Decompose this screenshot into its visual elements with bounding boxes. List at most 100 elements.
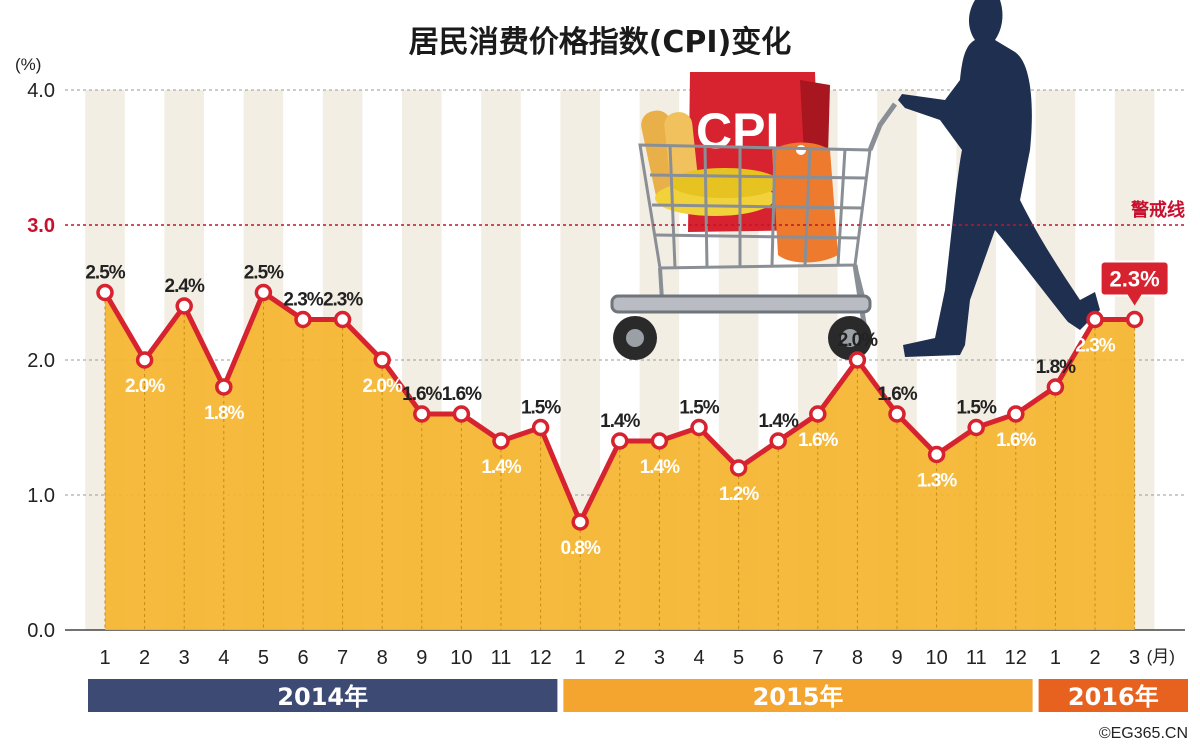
data-label: 2.5% xyxy=(85,263,125,284)
y-axis: 0.0 1.0 2.0 3.0 4.0 (%) xyxy=(15,55,55,642)
data-point xyxy=(531,418,550,437)
x-tick-label: 6 xyxy=(297,647,308,669)
data-label: 1.5% xyxy=(679,398,719,419)
x-tick-label: 1 xyxy=(99,647,110,669)
data-label: 1.8% xyxy=(1036,357,1076,378)
data-point xyxy=(650,432,669,450)
copyright-text: ©EG365.CN xyxy=(1099,725,1188,742)
x-tick-label: 9 xyxy=(416,647,427,669)
x-tick-label: 2 xyxy=(139,647,150,669)
cart-contents: CPI xyxy=(641,72,838,263)
data-label: 1.4% xyxy=(640,457,680,478)
x-tick-label: 3 xyxy=(179,647,190,669)
year-band-label: 2016年 xyxy=(1068,683,1159,711)
data-point xyxy=(175,297,193,315)
data-point xyxy=(1007,405,1025,423)
y-tick-label: 1.0 xyxy=(27,485,55,507)
x-tick-label: 4 xyxy=(693,647,704,669)
y-tick-label: 0.0 xyxy=(27,620,55,642)
y-tick-label: 3.0 xyxy=(27,215,55,237)
x-tick-label: 2 xyxy=(1089,647,1100,669)
data-point xyxy=(571,513,589,531)
x-tick-label: 11 xyxy=(491,647,512,669)
data-label: 2.3% xyxy=(1075,336,1115,357)
y-tick-label: 2.0 xyxy=(27,350,55,372)
data-point xyxy=(848,351,867,369)
shopping-cart xyxy=(610,102,898,331)
data-point xyxy=(729,459,748,477)
data-label: 1.6% xyxy=(442,384,482,405)
x-tick-label: 2 xyxy=(614,647,625,669)
data-label: 1.3% xyxy=(917,471,957,492)
x-tick-label: 7 xyxy=(337,647,348,669)
data-label: 1.4% xyxy=(600,411,640,432)
data-point xyxy=(809,405,827,423)
latest-value-callout: 2.3% xyxy=(1099,260,1170,306)
data-point xyxy=(769,432,787,450)
year-band xyxy=(88,679,558,712)
year-band xyxy=(563,679,1033,712)
data-label: 1.5% xyxy=(521,398,561,419)
data-label: 2.5% xyxy=(244,263,284,284)
x-tick-label: 7 xyxy=(812,647,823,669)
x-tick-label: 8 xyxy=(377,647,388,669)
data-label: 2.4% xyxy=(165,276,205,297)
vertical-guides xyxy=(104,300,1136,630)
data-label: 2.3% xyxy=(323,290,363,311)
x-tick-label: 10 xyxy=(450,647,472,669)
x-tick-label: 12 xyxy=(1005,647,1027,669)
data-label: 1.6% xyxy=(877,384,917,405)
x-tick-label: 10 xyxy=(925,647,947,669)
x-tick-label: 8 xyxy=(852,647,863,669)
cpi-points xyxy=(96,283,1144,531)
data-point xyxy=(1125,310,1144,329)
x-tick-label: 3 xyxy=(1129,647,1140,669)
data-label: 2.0% xyxy=(363,376,403,397)
data-labels: 2.5%2.0%2.4%1.8%2.5%2.3% 2.3%2.0% 1.6% 1.6%… xyxy=(85,263,1116,560)
warning-line: 警戒线 xyxy=(65,199,1185,226)
data-label: 1.2% xyxy=(719,484,759,505)
x-tick-label: 9 xyxy=(891,647,902,669)
data-point xyxy=(413,405,431,423)
data-point xyxy=(452,405,471,423)
data-point xyxy=(927,445,946,464)
data-point xyxy=(611,432,629,450)
data-point xyxy=(888,405,906,423)
data-label: 2.3% xyxy=(283,290,323,311)
x-tick-label: 1 xyxy=(575,647,586,669)
data-point xyxy=(333,310,352,329)
data-label: 1.8% xyxy=(204,403,244,424)
x-tick-label: 1 xyxy=(1050,647,1061,669)
x-tick-label: 3 xyxy=(654,647,665,669)
year-band xyxy=(1038,679,1188,712)
y-tick-label: 4.0 xyxy=(27,80,55,102)
data-point xyxy=(690,418,708,437)
data-label: 1.6% xyxy=(402,384,442,405)
year-band-label: 2015年 xyxy=(753,683,844,711)
data-label: 1.6% xyxy=(996,430,1036,451)
shopper-with-cart-illustration: CPI xyxy=(610,0,1100,360)
x-unit-label: (月) xyxy=(1147,647,1175,666)
data-label: 1.6% xyxy=(798,430,838,451)
chart-title: 居民消费价格指数(CPI)变化 xyxy=(409,25,792,60)
callout-pointer xyxy=(1127,294,1142,306)
x-tick-label: 12 xyxy=(529,647,551,669)
x-tick-label: 6 xyxy=(773,647,784,669)
data-point xyxy=(492,432,510,450)
data-label: 2.0% xyxy=(125,376,165,397)
data-point xyxy=(967,418,985,437)
data-point xyxy=(96,283,114,302)
cart-sign-text: CPI xyxy=(696,103,779,159)
data-label: 2.0% xyxy=(838,330,878,351)
y-unit-label: (%) xyxy=(15,55,41,74)
data-point xyxy=(135,351,154,369)
data-label: 1.4% xyxy=(481,457,521,478)
x-tick-label: 5 xyxy=(733,647,744,669)
year-bands: 2014年 2015年 2016年 xyxy=(88,679,1188,712)
data-label: 1.4% xyxy=(759,411,799,432)
year-band-label: 2014年 xyxy=(277,683,368,711)
data-point xyxy=(254,283,273,302)
data-label: 1.5% xyxy=(957,398,997,419)
data-point xyxy=(215,378,233,396)
